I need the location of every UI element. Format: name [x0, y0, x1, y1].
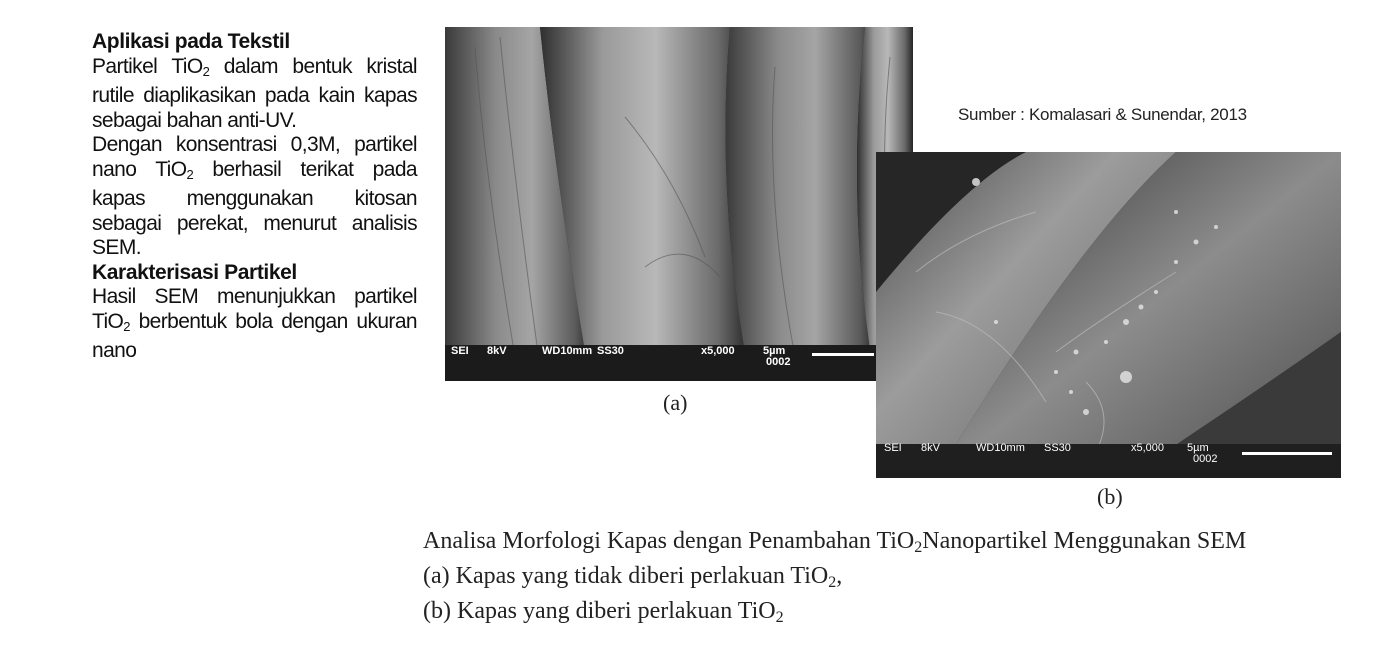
sem-a-wd: WD10mm: [542, 345, 593, 357]
paragraph-sem-result: Hasil SEM menunjukkan partikel TiO2 berb…: [92, 285, 418, 364]
sem-a-frame: 0002: [766, 356, 791, 368]
sem-a-voltage: 8kV: [487, 345, 507, 357]
p2-text-a: Dengan konsentrasi 0,3M, partikel nano T…: [92, 133, 418, 181]
p2-text-b: berhasil terikat pada kapas menggunakan …: [92, 157, 418, 260]
sem-b-scale-text: 5µm: [1187, 442, 1209, 454]
caption-2a: (a) Kapas yang tidak diberi perlakuan Ti…: [423, 563, 829, 589]
paragraph-concentration: Dengan konsentrasi 0,3M, partikel nano T…: [92, 133, 418, 261]
sem-b-databar: SEI 8kV WD10mm SS30 x5,000 5µm 0002: [876, 442, 1341, 465]
figure-a-label: (a): [663, 390, 688, 415]
source-citation: Sumber : Komalasari & Sunendar, 2013: [958, 105, 1247, 124]
caption-2b: ,: [836, 563, 843, 589]
caption-line-3: (b) Kapas yang diberi perlakuan TiO2: [423, 597, 1246, 632]
figure-caption: Analisa Morfologi Kapas dengan Penambaha…: [423, 527, 1246, 632]
sem-a-micrograph: [445, 27, 913, 381]
sem-image-a: SEI 8kV WD10mm SS30 x5,000 5µm 0002: [445, 27, 913, 381]
caption-2-sub: 2: [828, 574, 837, 591]
sem-image-b: SEI 8kV WD10mm SS30 x5,000 5µm 0002: [876, 152, 1341, 478]
sem-b-wd: WD10mm: [976, 442, 1025, 454]
p3-text-a: Hasil SEM menunjukkan partikel TiO: [92, 285, 418, 333]
sem-a-magnification: x5,000: [701, 345, 735, 357]
paragraph-rutile: Partikel TiO2 dalam bentuk kristal rutil…: [92, 54, 418, 134]
sem-b-micrograph: [876, 152, 1341, 478]
text-column: Aplikasi pada Tekstil Partikel TiO2 dala…: [92, 30, 418, 364]
sem-a-detector: SEI: [451, 345, 469, 357]
caption-1a: Analisa Morfologi Kapas dengan Penambaha…: [423, 528, 915, 554]
caption-1-sub: 2: [914, 539, 923, 556]
sem-a-databar: SEI 8kV WD10mm SS30 x5,000 5µm 0002: [445, 345, 913, 368]
sem-b-frame: 0002: [1193, 453, 1218, 465]
caption-3-sub: 2: [775, 609, 784, 626]
sem-a-scale-bar: [812, 353, 874, 356]
sem-b-scale-bar: [1242, 452, 1332, 455]
sem-b-detector: SEI: [884, 442, 902, 454]
sem-b-ss: SS30: [1044, 442, 1071, 454]
caption-1b: Nanopartikel Menggunakan SEM: [922, 528, 1247, 554]
caption-3a: (b) Kapas yang diberi perlakuan TiO: [423, 598, 776, 624]
sem-b-voltage: 8kV: [921, 442, 940, 454]
p3-text-b: berbentuk bola dengan ukuran nano: [92, 309, 418, 363]
p3-subscript: 2: [123, 318, 130, 334]
sem-a-ss: SS30: [597, 345, 624, 357]
p1-text-a: Partikel TiO: [92, 54, 203, 78]
p2-subscript: 2: [186, 166, 194, 182]
p1-text-b: dalam bentuk kristal rutile diaplikasika…: [92, 54, 418, 132]
p1-subscript: 2: [202, 63, 210, 79]
heading-textile-application: Aplikasi pada Tekstil: [92, 30, 290, 53]
figure-b-label: (b): [1097, 484, 1123, 509]
sem-a-scale-text: 5µm: [763, 345, 786, 357]
caption-line-1: Analisa Morfologi Kapas dengan Penambaha…: [423, 527, 1246, 562]
sem-b-magnification: x5,000: [1131, 442, 1165, 454]
caption-line-2: (a) Kapas yang tidak diberi perlakuan Ti…: [423, 562, 1246, 597]
heading-particle-characterization: Karakterisasi Partikel: [92, 260, 297, 284]
